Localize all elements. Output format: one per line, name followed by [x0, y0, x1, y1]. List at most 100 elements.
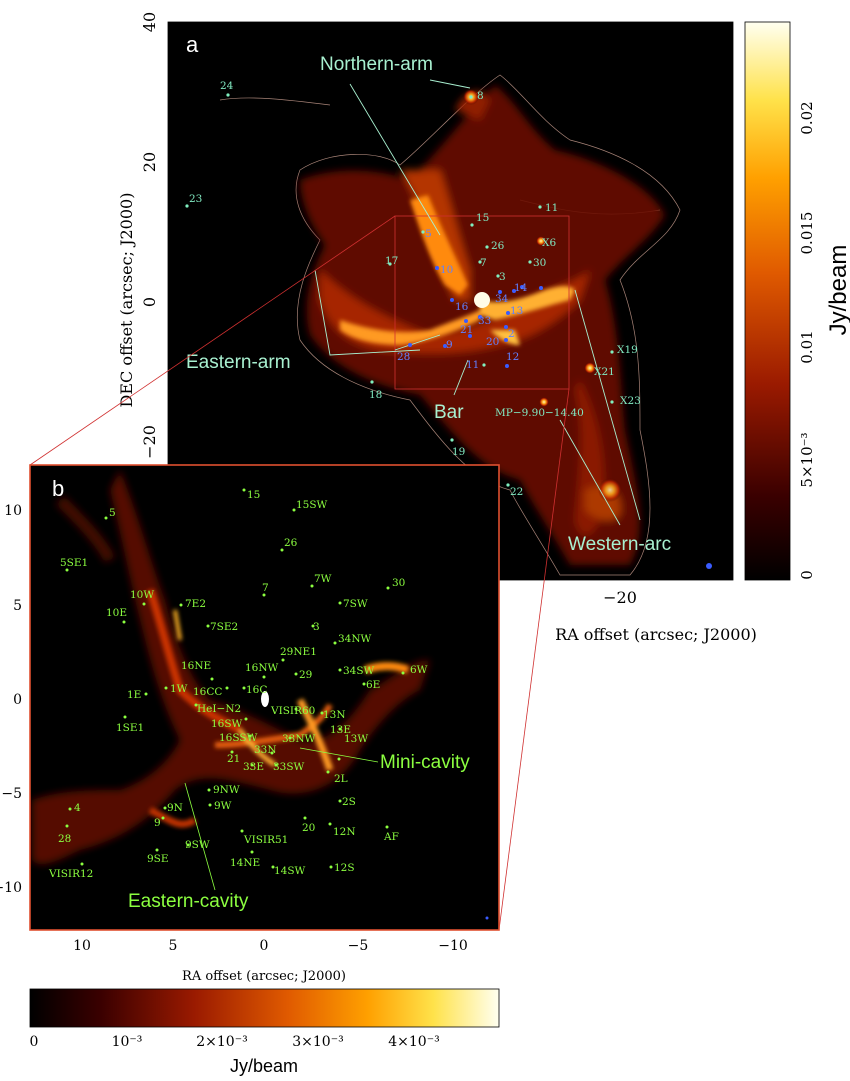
ytick-label: 0 — [13, 692, 22, 708]
src-label: 33 — [478, 315, 491, 327]
ytick-label: −5 — [1, 786, 22, 802]
src-label: 28 — [58, 833, 71, 845]
src-label: 16NE — [181, 660, 211, 672]
ytick-label: 5 — [13, 598, 22, 614]
src-label: 2S — [342, 796, 356, 808]
src-label: 9SE — [147, 853, 169, 865]
eastern-cavity-label: Eastern-cavity — [128, 891, 249, 912]
src-label: 20 — [302, 822, 315, 834]
panel-b-xlabel: RA offset (arcsec; J2000) — [182, 969, 346, 984]
src-label: 5SE1 — [60, 557, 88, 569]
src-label: 7SW — [343, 598, 368, 610]
src-label: 15 — [247, 489, 260, 501]
src-label: 9 — [446, 339, 453, 351]
western-arc-outline2 — [559, 419, 621, 526]
panel-b-xticks: 10 5 0 −5 −10 — [73, 938, 468, 954]
src-label: 17 — [385, 255, 398, 267]
src-label: 16C — [246, 684, 267, 696]
src-label: 13E — [330, 724, 351, 736]
src-label: MP−9.90−14.40 — [495, 407, 584, 419]
src-label: 5 — [109, 507, 116, 519]
src-label: 7E2 — [185, 598, 206, 610]
src-label: 16SSW — [219, 732, 258, 744]
src-label: 16SW — [211, 718, 243, 730]
panel-a-emission: 24 8 23 15 11 5 26 X6 17 7 30 10 3 14 16… — [185, 32, 712, 576]
src-label: 18 — [369, 389, 382, 401]
ytick-label: 0 — [140, 297, 159, 307]
ytick-label: 10 — [4, 503, 22, 519]
cbar-tick: 4×10⁻³ — [388, 1034, 439, 1050]
src-label: 8 — [477, 90, 484, 102]
src-label: 13N — [323, 709, 346, 721]
src-label: 21 — [227, 753, 240, 765]
src-label: 24 — [220, 80, 234, 92]
src-label: 14NE — [230, 857, 260, 869]
src-label: 21 — [460, 324, 473, 336]
src-label: 7 — [262, 582, 269, 594]
src-label: 12N — [333, 826, 356, 838]
src-label: 16NW — [245, 662, 279, 674]
panel-a-ylabel: DEC offset (arcsec; J2000) — [117, 193, 136, 408]
src-label: 20 — [486, 336, 499, 348]
src-label: 29NE1 — [280, 646, 317, 658]
northern-arm-pointer2 — [429, 79, 471, 89]
colorbar-a-label: Jy/beam — [825, 245, 850, 336]
src-label: 4 — [74, 802, 81, 814]
bar-label: Bar — [434, 402, 464, 423]
src-label: 22 — [510, 486, 523, 498]
colorbar-a-ticks: 0.02 0.015 0.01 5×10⁻³ 0 — [798, 101, 816, 579]
beam-marker-a — [706, 563, 712, 569]
src-label: 33NW — [282, 733, 316, 745]
src-label: 33E — [243, 761, 264, 773]
src-label: 29 — [299, 669, 312, 681]
zoom-connector-right — [498, 388, 570, 931]
cbar-tick: 0.015 — [798, 212, 816, 255]
panel-b-yticks: 10 5 0 −5 −10 — [0, 503, 22, 896]
src-label: 23 — [189, 193, 202, 205]
colorbar-a — [744, 21, 791, 581]
panel-a-label: a — [186, 32, 199, 57]
src-label: 34 — [495, 293, 509, 305]
cbar-tick: 0 — [798, 570, 816, 580]
src-label: 12 — [506, 351, 519, 363]
src-label: 7 — [480, 257, 487, 269]
src-label: 34SW — [343, 665, 375, 677]
src-label: 5 — [425, 228, 432, 240]
eastern-arm-pointer — [394, 334, 441, 351]
src-label: 10E — [106, 607, 127, 619]
panel-b-annotations: Mini-cavity Eastern-cavity — [128, 752, 470, 912]
src-label: 9SW — [185, 839, 210, 851]
src-label: 13W — [344, 733, 368, 745]
eastern-arm-label: Eastern-arm — [186, 352, 291, 373]
cbar-tick: 5×10⁻³ — [798, 432, 816, 487]
src-label: 2 — [508, 328, 515, 340]
panel-a-source-labels: 24 8 23 15 11 5 26 X6 17 7 30 10 3 14 16… — [189, 80, 641, 498]
src-label: 19 — [452, 446, 465, 458]
northern-arm-label: Northern-arm — [320, 54, 433, 75]
src-label: VISIR60 — [270, 705, 315, 717]
panel-a-xtick: −20 — [603, 588, 637, 607]
src-label: 10 — [440, 264, 453, 276]
sgr-a-star-core-b — [261, 691, 269, 707]
colorbar-b-label: Jy/beam — [230, 1056, 298, 1076]
src-label: 6W — [410, 664, 428, 676]
cbar-tick: 10⁻³ — [112, 1034, 143, 1050]
xtick-label: 5 — [169, 938, 178, 954]
sgr-a-star-core — [474, 292, 490, 308]
src-label: 33SW — [273, 761, 305, 773]
colorbar-b-ticks: 0 10⁻³ 2×10⁻³ 3×10⁻³ 4×10⁻³ — [30, 1034, 440, 1050]
cbar-tick: 0.02 — [798, 101, 816, 134]
xtick-label: 0 — [260, 938, 269, 954]
src-label: 16CC — [193, 686, 222, 698]
cbar-tick: 3×10⁻³ — [292, 1034, 343, 1050]
src-label: 9NW — [213, 784, 240, 796]
src-label: 13 — [510, 305, 523, 317]
src-label: 11 — [466, 359, 479, 371]
src-label: 14 — [514, 282, 528, 294]
src-label: 26 — [491, 240, 505, 252]
ytick-label: −10 — [0, 880, 22, 896]
panel-b-emission: 15 5 15SW 5SE1 26 10W 7W 30 7E2 7 10E 7S… — [32, 470, 489, 920]
src-label: 1E — [127, 689, 141, 701]
src-label: 33N — [254, 744, 277, 756]
